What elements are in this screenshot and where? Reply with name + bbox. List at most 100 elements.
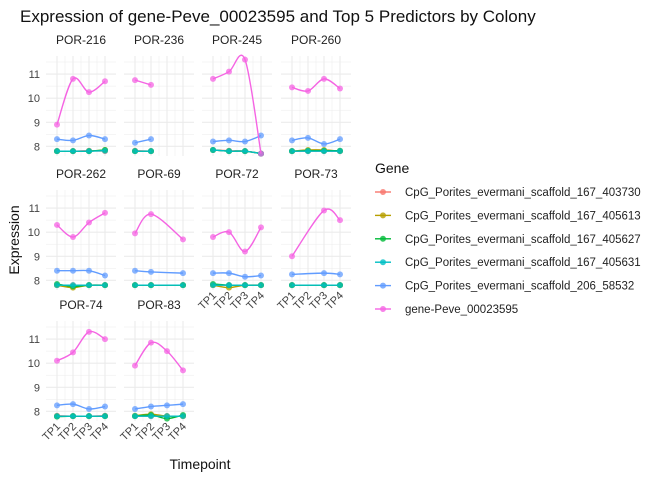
series-line [212, 226, 262, 253]
series-line [56, 269, 106, 277]
data-point [258, 272, 264, 279]
data-point [337, 282, 343, 289]
facet-strip-label: POR-69 [137, 167, 181, 181]
data-point [54, 267, 60, 274]
data-point [210, 138, 216, 145]
data-point [164, 348, 170, 355]
legend-key-point [380, 282, 386, 289]
data-point [305, 87, 311, 94]
facet-panel: POR-69 [124, 167, 194, 290]
data-point [102, 147, 108, 154]
data-point [86, 328, 92, 335]
legend: Gene CpG_Porites_evermani_scaffold_167_4… [375, 160, 641, 316]
data-point [148, 211, 154, 218]
facet-strip-label: POR-262 [56, 167, 106, 181]
series-line [56, 403, 106, 410]
data-point [86, 267, 92, 274]
y-tick-label: 11 [29, 334, 40, 346]
data-point [226, 137, 232, 144]
data-point [54, 148, 60, 155]
y-tick-label: 9 [34, 382, 40, 394]
data-point [132, 148, 138, 155]
data-point [242, 282, 248, 289]
data-point [132, 77, 138, 84]
data-point [54, 282, 60, 289]
data-point [226, 270, 232, 277]
data-point [148, 413, 154, 420]
facet-strip-label: POR-236 [134, 33, 184, 47]
series-line [291, 78, 341, 92]
data-point [54, 136, 60, 143]
data-point [70, 137, 76, 144]
facet-strip-label: POR-83 [137, 298, 181, 312]
data-point [86, 219, 92, 226]
data-point [289, 148, 295, 155]
legend-item-label: CpG_Porites_evermani_scaffold_167_405627 [405, 234, 641, 246]
data-point [305, 148, 311, 155]
data-point [305, 134, 311, 141]
data-point [132, 267, 138, 274]
data-point [70, 267, 76, 274]
x-tick-label: TP4 [323, 290, 346, 313]
data-point [148, 282, 154, 289]
facet-strip-label: POR-216 [56, 33, 106, 47]
data-point [337, 136, 343, 143]
data-point [148, 403, 154, 410]
data-point [54, 357, 60, 364]
data-point [132, 230, 138, 237]
data-point [54, 221, 60, 228]
data-point [242, 138, 248, 145]
data-point [226, 229, 232, 236]
facet-panel: POR-262 8 9 10 11 [28, 167, 116, 291]
data-point [54, 121, 60, 128]
data-point [242, 248, 248, 255]
facet-panel: POR-216 8 9 10 11 [28, 33, 116, 156]
y-tick-label: 11 [29, 69, 40, 81]
data-point [210, 146, 216, 153]
data-point [321, 140, 327, 147]
data-point [242, 56, 248, 63]
data-point [70, 75, 76, 82]
facet-panel: POR-245 [202, 33, 272, 157]
data-point [148, 81, 154, 88]
data-point [289, 84, 295, 91]
facet-strip-label: POR-72 [215, 167, 259, 181]
data-point [258, 132, 264, 139]
data-point [242, 148, 248, 155]
y-axis-label: Expression [6, 205, 22, 274]
facet-strip-label: POR-74 [59, 298, 103, 312]
data-point [164, 402, 170, 409]
data-point [337, 217, 343, 224]
series-line [212, 134, 262, 143]
y-tick-label: 11 [29, 203, 40, 215]
data-point [321, 75, 327, 82]
y-tick-label: 9 [34, 117, 40, 129]
series-line [56, 212, 106, 238]
data-point [210, 270, 216, 277]
data-point [337, 85, 343, 92]
data-point [86, 132, 92, 139]
data-point [54, 413, 60, 420]
y-tick-label: 9 [34, 251, 40, 263]
data-point [148, 268, 154, 275]
data-point [132, 413, 138, 420]
facet-panel: POR-236 [124, 33, 194, 156]
y-tick-label: 8 [34, 406, 40, 418]
data-point [180, 401, 186, 408]
series-line [212, 54, 262, 154]
legend-item-label: gene-Peve_00023595 [405, 304, 518, 316]
data-point [289, 271, 295, 278]
data-point [148, 136, 154, 143]
data-point [321, 148, 327, 155]
data-point [180, 270, 186, 277]
data-point [289, 253, 295, 260]
legend-key-point [380, 189, 386, 195]
data-point [258, 150, 264, 157]
series-line [134, 414, 184, 420]
data-point [132, 282, 138, 289]
data-point [70, 233, 76, 240]
